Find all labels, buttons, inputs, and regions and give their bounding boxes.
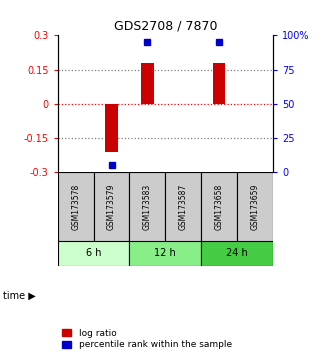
Bar [58, 241, 129, 266]
Text: 12 h: 12 h [154, 248, 176, 258]
Text: GSM173578: GSM173578 [71, 183, 80, 229]
Text: 6 h: 6 h [86, 248, 101, 258]
Text: 24 h: 24 h [226, 248, 248, 258]
Text: GSM173659: GSM173659 [250, 183, 259, 230]
Text: GSM173587: GSM173587 [179, 183, 188, 229]
Text: time ▶: time ▶ [3, 291, 36, 301]
Bar [129, 241, 201, 266]
Bar [213, 63, 225, 104]
Bar [141, 63, 154, 104]
Bar [165, 172, 201, 241]
Text: GSM173658: GSM173658 [214, 183, 224, 229]
Legend: log ratio, percentile rank within the sample: log ratio, percentile rank within the sa… [62, 329, 232, 349]
Bar [129, 172, 165, 241]
Text: GSM173579: GSM173579 [107, 183, 116, 230]
Bar [201, 172, 237, 241]
Title: GDS2708 / 7870: GDS2708 / 7870 [114, 20, 217, 33]
Bar [94, 172, 129, 241]
Bar [58, 172, 94, 241]
Bar [237, 172, 273, 241]
Bar [105, 104, 118, 152]
Bar [201, 241, 273, 266]
Text: GSM173583: GSM173583 [143, 183, 152, 229]
